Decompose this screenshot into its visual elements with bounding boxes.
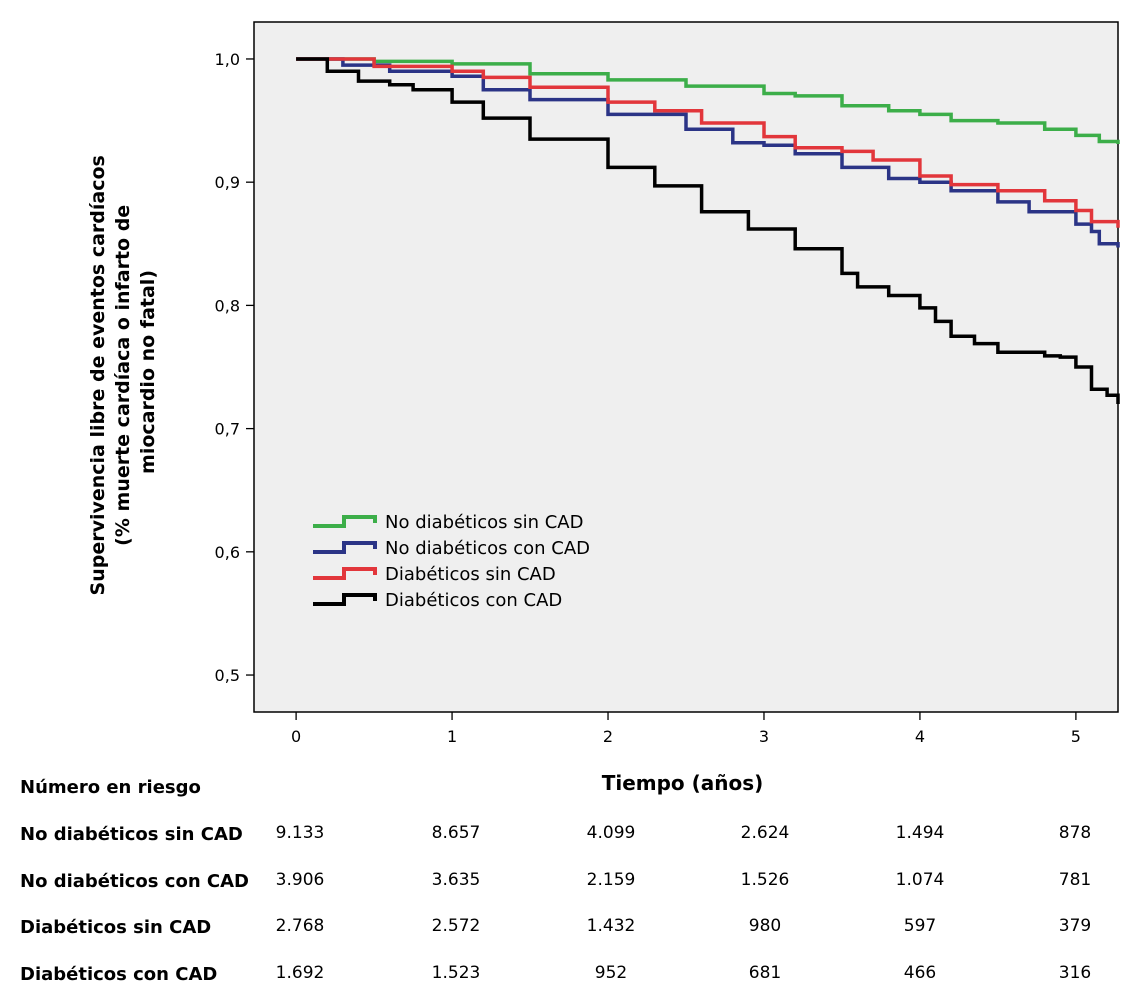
y-tick-label: 0,5 xyxy=(215,666,240,685)
risk-cell: 781 xyxy=(1058,870,1092,890)
risk-cell: 1.523 xyxy=(431,963,481,983)
risk-cell: 597 xyxy=(903,916,937,936)
risk-cell: 9.133 xyxy=(275,823,325,843)
plot-area xyxy=(253,21,1119,713)
risk-cell: 2.572 xyxy=(431,916,481,936)
y-axis-label: Supervivencia libre de eventos cardíacos… xyxy=(87,149,159,596)
risk-cell: 1.074 xyxy=(895,870,945,890)
x-tick-label: 1 xyxy=(447,727,457,746)
legend-label: Diabéticos con CAD xyxy=(385,590,562,611)
legend-label: Diabéticos sin CAD xyxy=(385,564,556,585)
risk-cell: 2.624 xyxy=(740,823,790,843)
y-axis: 0,5 0,6 0,7 0,8 0,9 1,0 xyxy=(215,50,254,685)
x-axis: 0 1 2 3 4 5 xyxy=(291,712,1081,746)
risk-cell: 379 xyxy=(1058,916,1092,936)
legend: No diabéticos sin CAD No diabéticos con C… xyxy=(313,512,590,611)
y-tick-label: 0,9 xyxy=(215,173,240,192)
x-tick-label: 0 xyxy=(291,727,301,746)
risk-cell: 2.159 xyxy=(586,870,636,890)
risk-row-label: No diabéticos con CAD xyxy=(20,871,249,892)
risk-cell: 3.635 xyxy=(431,870,481,890)
risk-cell: 952 xyxy=(594,963,628,983)
x-tick-label: 2 xyxy=(603,727,613,746)
legend-label: No diabéticos sin CAD xyxy=(385,512,583,533)
risk-row-label: Diabéticos con CAD xyxy=(20,964,218,985)
y-axis-label-line-2: (% muerte cardíaca o infarto de xyxy=(112,205,134,546)
risk-cell: 1.432 xyxy=(586,916,636,936)
y-axis-label-line-1: Supervivencia libre de eventos cardíacos xyxy=(87,155,109,595)
risk-table-title: Número en riesgo xyxy=(20,777,201,798)
risk-cell: 3.906 xyxy=(275,870,325,890)
risk-cell: 8.657 xyxy=(431,823,481,843)
legend-symbol xyxy=(313,593,377,606)
x-tick-label: 3 xyxy=(759,727,769,746)
risk-cell: 466 xyxy=(903,963,937,983)
risk-cell: 980 xyxy=(748,916,782,936)
series-line-2 xyxy=(296,57,1120,248)
risk-cell: 4.099 xyxy=(586,823,636,843)
survival-curves xyxy=(296,57,1120,404)
risk-cell: 1.494 xyxy=(895,823,945,843)
risk-row-label: Diabéticos sin CAD xyxy=(20,917,212,938)
legend-symbol xyxy=(313,515,377,528)
risk-cell: 878 xyxy=(1058,823,1092,843)
series-line-4 xyxy=(296,57,1120,404)
legend-label: No diabéticos con CAD xyxy=(385,538,590,559)
risk-cell: 316 xyxy=(1058,963,1092,983)
risk-cell: 2.768 xyxy=(275,916,325,936)
survival-chart: 0,5 0,6 0,7 0,8 0,9 1,0 0 1 2 3 4 5 No diabéticos … xyxy=(87,21,1120,746)
x-tick-label: 5 xyxy=(1071,727,1081,746)
series-line-3 xyxy=(296,57,1120,228)
y-tick-label: 1,0 xyxy=(215,50,240,69)
risk-cell: 1.692 xyxy=(275,963,325,983)
risk-row-label: No diabéticos sin CAD xyxy=(20,824,243,845)
legend-symbol xyxy=(313,541,377,554)
risk-cell: 681 xyxy=(748,963,782,983)
y-tick-label: 0,7 xyxy=(215,420,240,439)
legend-symbol xyxy=(313,567,377,580)
y-tick-label: 0,6 xyxy=(215,543,240,562)
risk-cell: 1.526 xyxy=(740,870,790,890)
y-axis-label-line-3: miocardio no fatal) xyxy=(137,270,159,474)
series-line-1 xyxy=(296,57,1120,144)
y-tick-label: 0,8 xyxy=(215,296,240,315)
x-axis-label: Tiempo (años) xyxy=(601,771,764,795)
x-tick-label: 4 xyxy=(915,727,925,746)
